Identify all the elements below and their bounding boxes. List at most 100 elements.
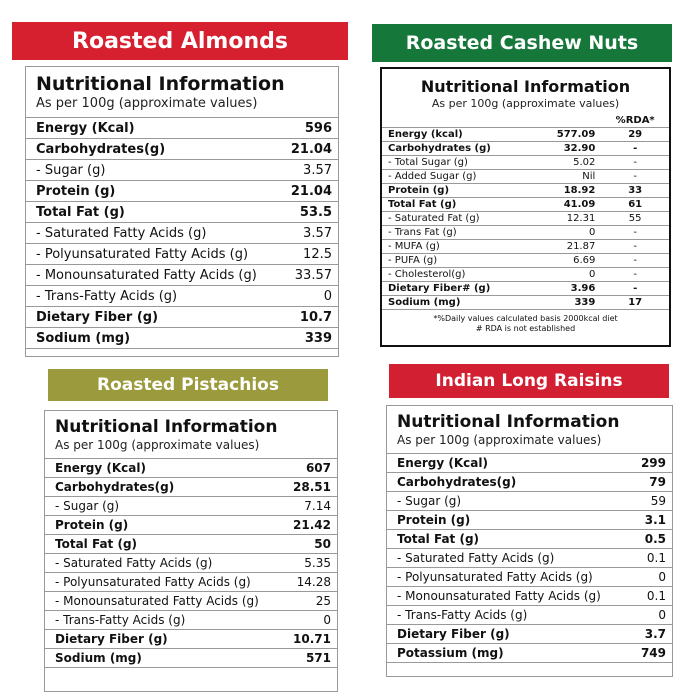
table-row: Carbohydrates (g) 32.90- bbox=[382, 141, 669, 156]
nutrient-label: - Cholesterol(g) bbox=[382, 267, 535, 282]
table-row: Sodium (mg) 339 17 bbox=[382, 295, 669, 310]
nutrient-value: 5.02 bbox=[534, 155, 602, 170]
nutrient-label: Total Fat (g) bbox=[382, 197, 535, 212]
table-row: - Saturated Fat (g) 12.31 55 bbox=[382, 211, 669, 226]
cashew-table-header: %RDA* bbox=[382, 114, 669, 128]
nutrient-value: 59 bbox=[627, 491, 672, 511]
nutrient-label: - Monounsaturated Fatty Acids (g) bbox=[387, 586, 628, 606]
nutrient-label: - Sugar (g) bbox=[26, 159, 278, 181]
nutrient-label: - Saturated Fatty Acids (g) bbox=[45, 553, 280, 573]
nutrient-label: Carbohydrates(g) bbox=[387, 472, 628, 492]
cashew-header-empty bbox=[382, 114, 534, 128]
nutrient-label: Carbohydrates(g) bbox=[45, 477, 280, 497]
nutrient-label: Dietary Fiber (g) bbox=[45, 629, 280, 649]
nutrient-label: - Monounsaturated Fatty Acids (g) bbox=[45, 591, 280, 611]
raisins-panel-title: Nutritional Information bbox=[397, 412, 620, 432]
nutrient-label: - Total Sugar (g) bbox=[382, 155, 535, 170]
table-row: Dietary Fiber (g) 10.71 bbox=[45, 629, 337, 649]
nutrient-value: 7.14 bbox=[279, 496, 337, 516]
table-row: Total Fat (g) 53.5 bbox=[26, 201, 338, 223]
pistachios-panel-title: Nutritional Information bbox=[55, 417, 278, 437]
table-row: Sodium (mg) 571 bbox=[45, 648, 337, 668]
nutrient-value: 10.7 bbox=[277, 306, 338, 328]
cashew-nutrition-panel: Nutritional Information As per 100g (app… bbox=[380, 67, 671, 347]
cashew-rda-header: %RDA* bbox=[615, 115, 655, 126]
almonds-banner: Roasted Almonds bbox=[12, 22, 348, 60]
nutrient-rda: 55 bbox=[601, 211, 669, 226]
raisins-banner: Indian Long Raisins bbox=[389, 364, 669, 398]
table-row: Protein (g) 18.92 33 bbox=[382, 183, 669, 198]
nutrient-value: 21.87 bbox=[534, 239, 602, 254]
almonds-panel-title: Nutritional Information bbox=[36, 73, 285, 95]
nutrient-label: Energy (Kcal) bbox=[26, 117, 278, 139]
nutrient-value: 0 bbox=[279, 610, 337, 630]
nutrient-label: Sodium (mg) bbox=[26, 327, 278, 349]
nutrient-value: 749 bbox=[627, 643, 672, 663]
table-row: - Polyunsaturated Fatty Acids (g) 14.28 bbox=[45, 572, 337, 592]
nutrient-label: - Trans-Fatty Acids (g) bbox=[26, 285, 278, 307]
cashew-note-daily-values: *%Daily values calculated basis 2000kcal… bbox=[433, 314, 618, 323]
pistachios-nutrition-table: Energy (Kcal) 607 Carbohydrates(g) 28.51- S… bbox=[45, 458, 337, 668]
nutrient-value: 12.31 bbox=[534, 211, 602, 226]
table-row: Carbohydrates(g) 21.04 bbox=[26, 138, 338, 160]
table-row: Energy (kcal) 577.09 29 bbox=[382, 127, 669, 142]
table-row: - MUFA (g) 21.87- bbox=[382, 239, 669, 254]
nutrient-value: 21.42 bbox=[279, 515, 337, 535]
table-row: Energy (Kcal) 596 bbox=[26, 117, 338, 139]
nutrient-label: - Sugar (g) bbox=[387, 491, 628, 511]
nutrient-value: 12.5 bbox=[277, 243, 338, 265]
nutrient-value: 339 bbox=[534, 295, 602, 310]
nutrient-label: - MUFA (g) bbox=[382, 239, 535, 254]
table-row: Protein (g) 21.04 bbox=[26, 180, 338, 202]
nutrient-label: - PUFA (g) bbox=[382, 253, 535, 268]
nutrient-label: Total Fat (g) bbox=[45, 534, 280, 554]
table-row: - Trans-Fatty Acids (g) 0 bbox=[26, 285, 338, 307]
almonds-nutrition-table: Energy (Kcal) 596 Carbohydrates(g) 21.04- S… bbox=[26, 117, 338, 349]
nutrient-value: 79 bbox=[627, 472, 672, 492]
nutrient-value: 0 bbox=[627, 567, 672, 587]
nutrient-label: - Trans-Fatty Acids (g) bbox=[387, 605, 628, 625]
nutrient-value: 0 bbox=[534, 267, 602, 282]
nutrient-value: 18.92 bbox=[534, 183, 602, 198]
almonds-panel-subtitle: As per 100g (approximate values) bbox=[36, 96, 258, 111]
cashew-notes: *%Daily values calculated basis 2000kcal… bbox=[382, 314, 669, 334]
nutrient-label: - Polyunsaturated Fatty Acids (g) bbox=[45, 572, 280, 592]
nutrient-label: Protein (g) bbox=[387, 510, 628, 530]
nutrient-label: - Trans Fat (g) bbox=[382, 225, 535, 240]
nutrient-rda: 29 bbox=[601, 127, 669, 142]
nutrient-value: 0.1 bbox=[627, 548, 672, 568]
nutrient-label: - Polyunsaturated Fatty Acids (g) bbox=[26, 243, 278, 265]
table-row: - Sugar (g) 59 bbox=[387, 491, 672, 511]
table-row: Total Fat (g) 41.09 61 bbox=[382, 197, 669, 212]
table-row: - Cholesterol(g) 0- bbox=[382, 267, 669, 282]
nutrient-label: - Saturated Fat (g) bbox=[382, 211, 535, 226]
table-row: - Total Sugar (g) 5.02- bbox=[382, 155, 669, 170]
nutrient-value: 53.5 bbox=[277, 201, 338, 223]
nutrient-value: 571 bbox=[279, 648, 337, 668]
nutrient-label: Dietary Fiber (g) bbox=[387, 624, 628, 644]
nutrient-value: 33.57 bbox=[277, 264, 338, 286]
nutrient-label: Carbohydrates (g) bbox=[382, 141, 535, 156]
table-row: - Trans Fat (g) 0- bbox=[382, 225, 669, 240]
nutrient-value: 5.35 bbox=[279, 553, 337, 573]
table-row: Potassium (mg) 749 bbox=[387, 643, 672, 663]
nutrient-label: Sodium (mg) bbox=[45, 648, 280, 668]
nutrient-value: 0.5 bbox=[627, 529, 672, 549]
table-row: Dietary Fiber (g) 3.7 bbox=[387, 624, 672, 644]
nutrient-rda: 17 bbox=[601, 295, 669, 310]
nutrient-label: Protein (g) bbox=[45, 515, 280, 535]
cashew-banner: Roasted Cashew Nuts bbox=[372, 24, 672, 62]
table-row: - Saturated Fatty Acids (g) 3.57 bbox=[26, 222, 338, 244]
cashew-panel-subtitle: As per 100g (approximate values) bbox=[431, 97, 620, 110]
nutrient-value: 596 bbox=[277, 117, 338, 139]
nutrient-value: 50 bbox=[279, 534, 337, 554]
nutrient-label: - Added Sugar (g) bbox=[382, 169, 535, 184]
table-row: - Monounsaturated Fatty Acids (g) 33.57 bbox=[26, 264, 338, 286]
nutrient-label: - Saturated Fatty Acids (g) bbox=[387, 548, 628, 568]
nutrient-value: 3.57 bbox=[277, 222, 338, 244]
table-row: - Polyunsaturated Fatty Acids (g) 0 bbox=[387, 567, 672, 587]
nutrient-rda: - bbox=[601, 141, 669, 156]
nutrient-value: Nil bbox=[534, 169, 602, 184]
nutrient-value: 0.1 bbox=[627, 586, 672, 606]
nutrient-value: 14.28 bbox=[279, 572, 337, 592]
